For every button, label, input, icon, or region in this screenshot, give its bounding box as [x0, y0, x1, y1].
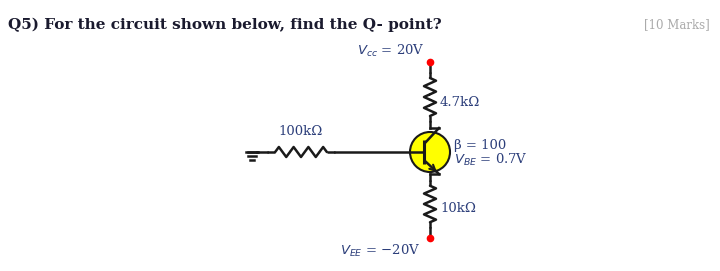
- Text: 100kΩ: 100kΩ: [279, 125, 323, 138]
- Text: [10 Marks]: [10 Marks]: [644, 18, 710, 31]
- Text: β = 100: β = 100: [454, 138, 506, 151]
- Text: 4.7kΩ: 4.7kΩ: [440, 95, 480, 108]
- Text: $V_{cc}$ = 20V: $V_{cc}$ = 20V: [357, 43, 425, 59]
- Circle shape: [410, 132, 450, 172]
- Text: 10kΩ: 10kΩ: [440, 202, 476, 215]
- Text: Q5) For the circuit shown below, find the Q- point?: Q5) For the circuit shown below, find th…: [8, 18, 441, 33]
- Text: $V_{BE}$ = 0.7V: $V_{BE}$ = 0.7V: [454, 152, 527, 168]
- Text: $V_{EE}$ = −20V: $V_{EE}$ = −20V: [340, 243, 420, 259]
